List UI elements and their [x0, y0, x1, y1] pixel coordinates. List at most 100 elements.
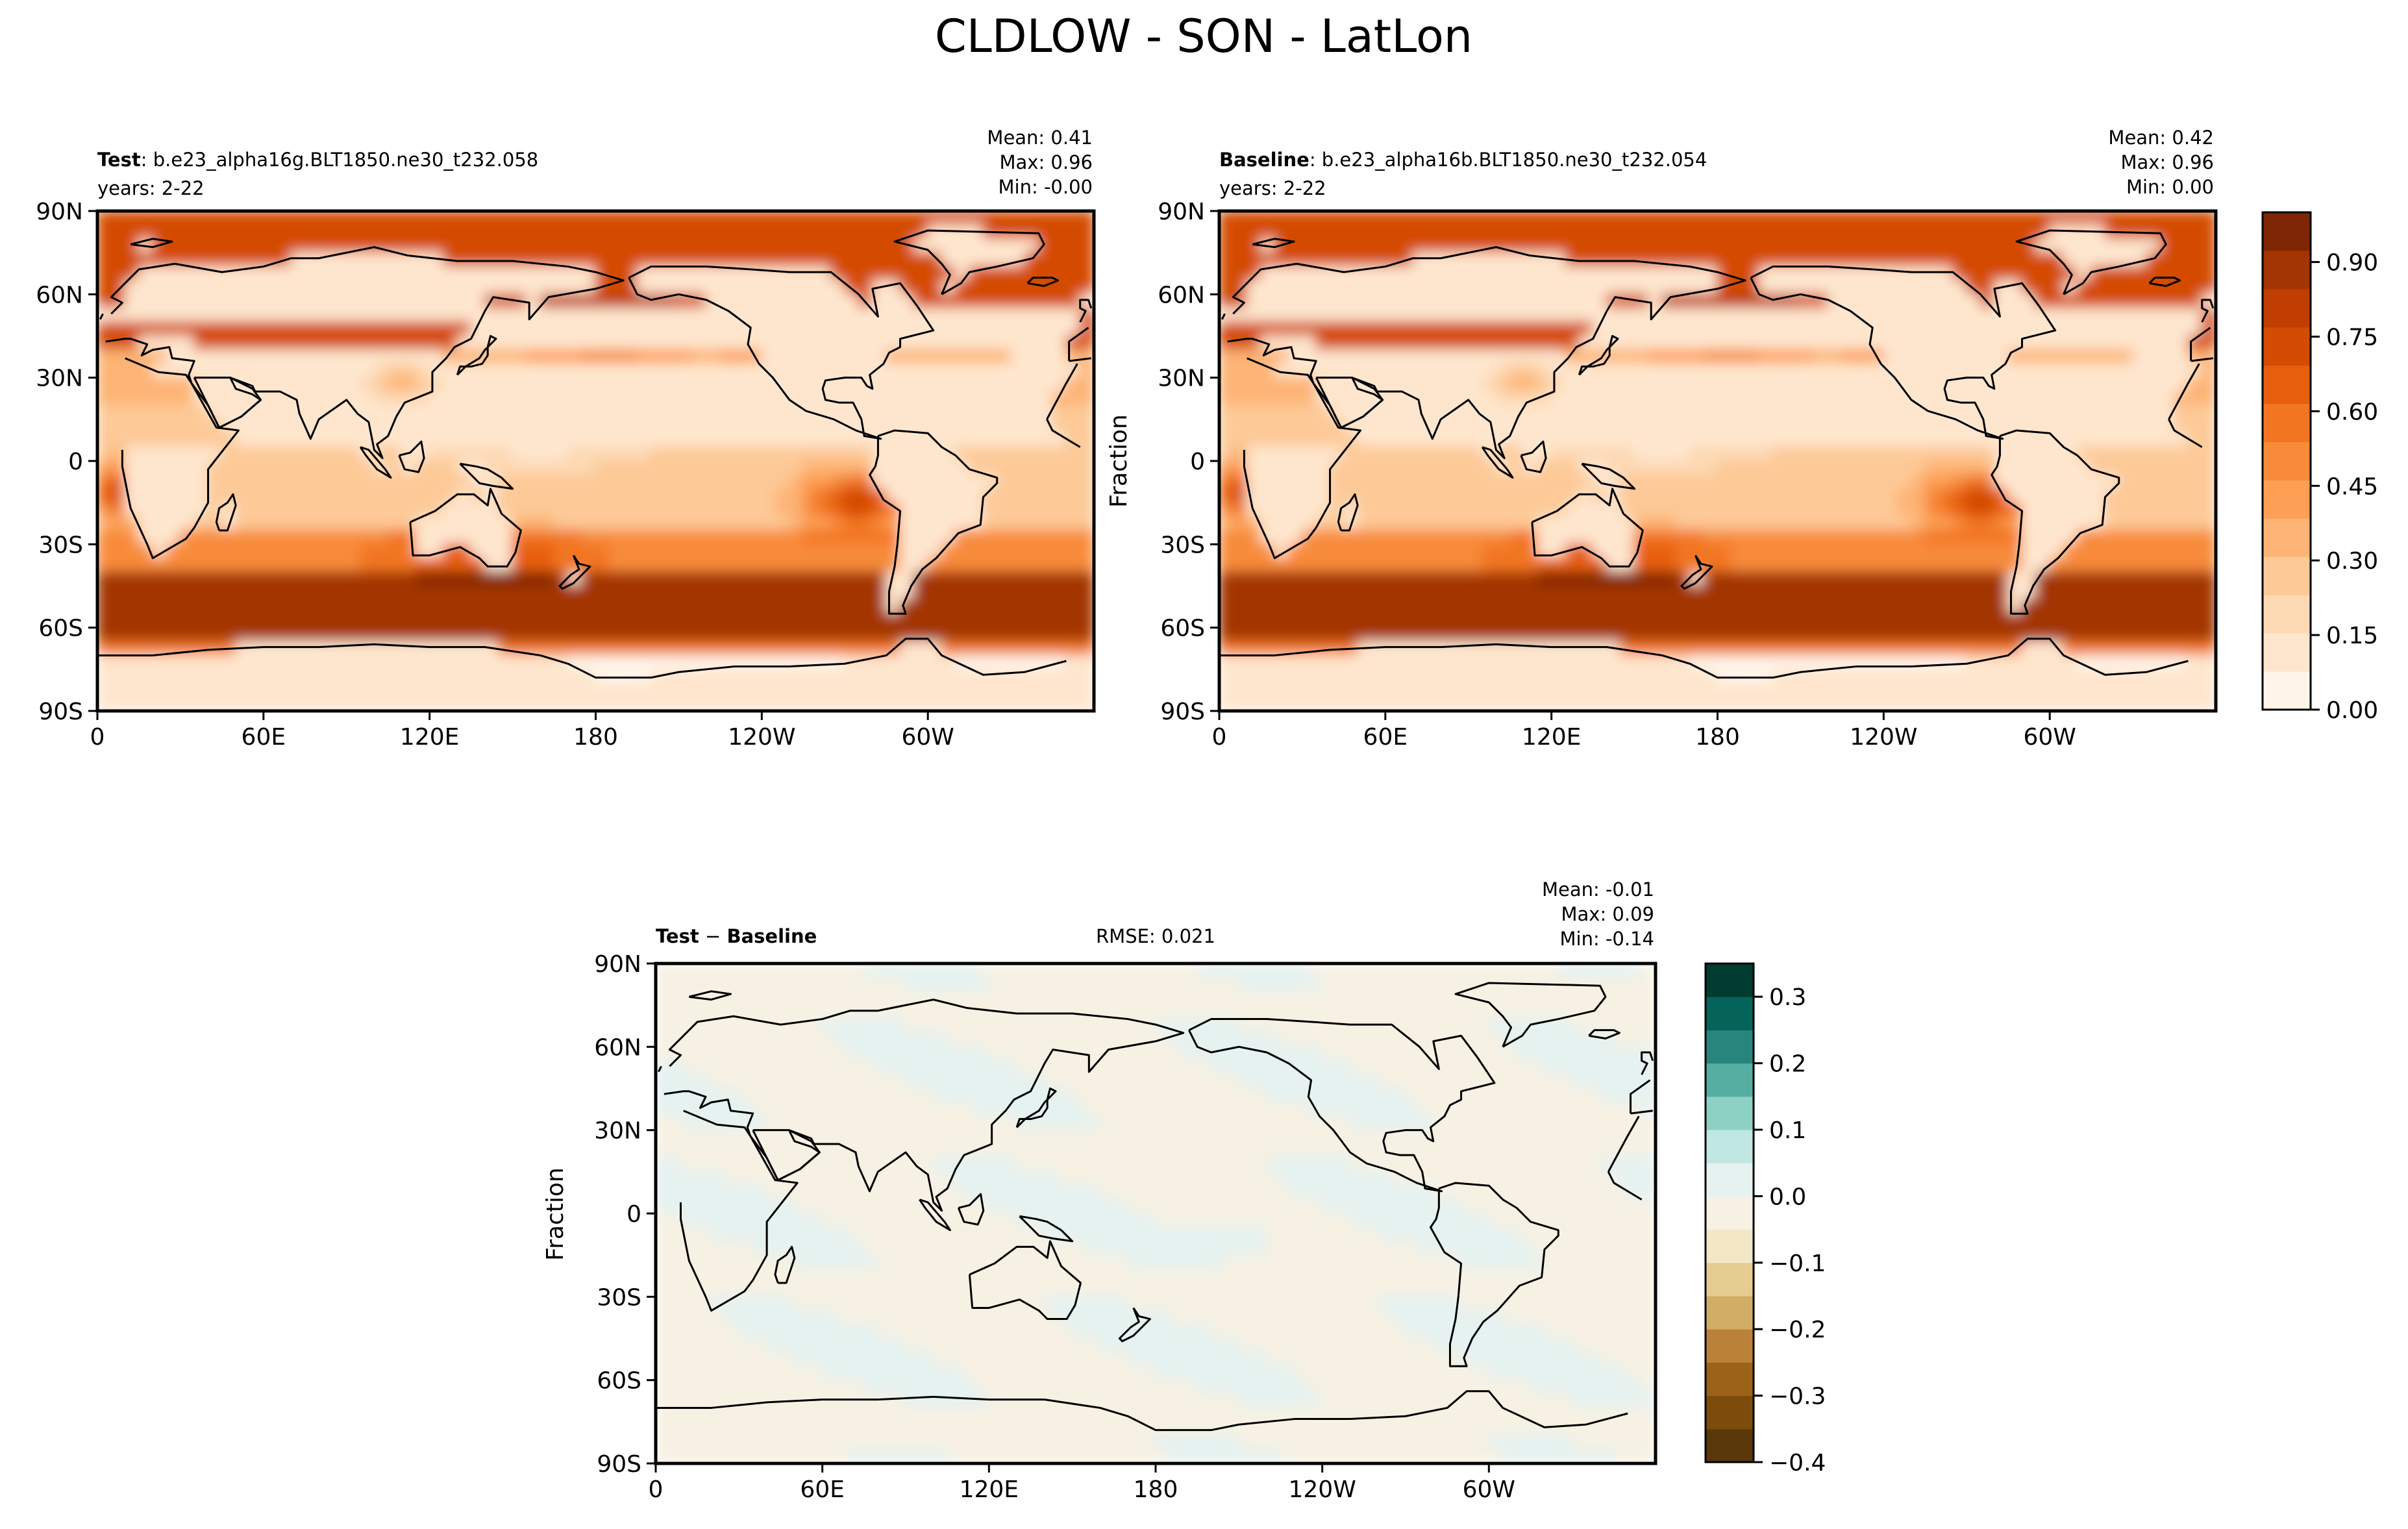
colorbar-swatch: [2263, 288, 2311, 328]
panel-baseline-stat-min: Min: 0.00: [2126, 176, 2214, 198]
panel-diff-stat-max: Max: 0.09: [1561, 903, 1654, 925]
colorbar-swatch: [2263, 671, 2311, 710]
panel-baseline-axes: 0 60E 120E 180 120W 60W 90N 60N 30N 0 30S 60S 90S: [1158, 199, 2076, 751]
panel-test-label-rest: : b.e23_alpha16g.BLT1850.ne30_t232.058: [141, 149, 538, 171]
colorbar-swatch: [2263, 556, 2311, 595]
ytick-label: 30N: [1158, 366, 1205, 392]
ytick-label: 60S: [1160, 615, 1205, 642]
colorbar-swatch: [1706, 1428, 1754, 1463]
colorbar-tick-label: 0.75: [2326, 325, 2378, 351]
colorbar-tick-label: 0.3: [1769, 984, 1806, 1011]
panel-baseline-map: [1219, 211, 2216, 711]
colorbar-tick-label: −0.3: [1769, 1384, 1826, 1410]
panel-test-stat-mean: Mean: 0.41: [987, 127, 1093, 149]
colorbar-swatch: [1706, 1196, 1754, 1230]
panel-test-years: years: 2-22: [97, 177, 205, 199]
ytick-label: 30N: [36, 366, 83, 392]
panel-baseline-ylabel: Fraction: [1106, 414, 1132, 508]
panel-test-stat-min: Min: -0.00: [999, 176, 1093, 198]
panel-diff-label-bold2: Baseline: [726, 925, 817, 947]
colorbar-swatch: [2263, 365, 2311, 404]
colorbar-swatch: [1706, 1063, 1754, 1097]
panel-test-stat-max: Max: 0.96: [999, 151, 1093, 173]
ytick-label: 30S: [1160, 532, 1205, 558]
colorbar-swatch: [2263, 633, 2311, 672]
xtick-label: 0: [90, 724, 105, 751]
colorbar-swatch: [1706, 1362, 1754, 1397]
xtick-label: 120W: [728, 724, 795, 751]
ytick-label: 90N: [594, 951, 641, 978]
panel-difference: Test − Baseline RMSE: 0.021 Mean: -0.01 …: [542, 878, 1657, 1503]
colorbar-tick-label: 0.60: [2326, 399, 2378, 425]
panel-diff-stat-min: Min: -0.14: [1560, 928, 1654, 950]
colorbar-swatch: [1706, 1296, 1754, 1330]
xtick-label: 60E: [800, 1476, 845, 1503]
panel-diff-map: [656, 963, 1656, 1463]
colorbar-swatch: [1706, 997, 1754, 1030]
colorbar-swatch: [1706, 1163, 1754, 1197]
colorbar-tick-label: −0.1: [1769, 1250, 1826, 1277]
ytick-label: 90N: [1158, 199, 1205, 225]
colorbar-swatch: [1706, 1262, 1754, 1297]
panel-test-map: [97, 211, 1094, 711]
colorbar-swatch: [2263, 403, 2311, 443]
ytick-label: 0: [627, 1201, 641, 1228]
xtick-label: 60W: [901, 724, 954, 751]
colorbar-swatch: [1706, 963, 1754, 997]
svg-text:Baseline: b.e23_alpha16b.BLT18: Baseline: b.e23_alpha16b.BLT1850.ne30_t2…: [1219, 149, 1707, 171]
xtick-label: 120E: [960, 1476, 1019, 1503]
colorbar-swatch: [2263, 518, 2311, 557]
panel-diff-stat-mean: Mean: -0.01: [1542, 878, 1654, 901]
ytick-label: 0: [68, 449, 83, 475]
panel-baseline-years: years: 2-22: [1219, 177, 1326, 199]
xtick-label: 120E: [1522, 724, 1581, 751]
ytick-label: 90S: [597, 1451, 641, 1478]
xtick-label: 60W: [1463, 1476, 1515, 1503]
colorbar-swatch: [2263, 595, 2311, 634]
panel-diff-rmse: RMSE: 0.021: [1096, 925, 1215, 947]
colorbar-tick-label: 0.90: [2326, 250, 2378, 277]
panel-diff-ylabel: Fraction: [542, 1167, 569, 1261]
panel-diff-axes: 0 60E 120E 180 120W 60W 90N 60N 30N 0 30S 60S 90S: [594, 951, 1515, 1503]
panel-test-label-bold: Test: [97, 149, 141, 171]
ytick-label: 90S: [1160, 699, 1205, 725]
xtick-label: 120E: [400, 724, 459, 751]
colorbar-tick-label: −0.4: [1769, 1450, 1826, 1476]
colorbar-swatch: [2263, 250, 2311, 290]
colorbar-swatch: [1706, 1395, 1754, 1430]
ytick-label: 90S: [38, 699, 83, 725]
xtick-label: 120W: [1289, 1476, 1356, 1503]
colorbar-swatch: [1706, 1329, 1754, 1363]
ytick-label: 60N: [594, 1034, 641, 1061]
colorbar-swatch: [2263, 327, 2311, 366]
colorbar-swatch: [1706, 1096, 1754, 1130]
xtick-label: 60E: [1363, 724, 1408, 751]
panel-diff-label-bold: Test: [656, 925, 699, 947]
panel-baseline-label-rest: : b.e23_alpha16b.BLT1850.ne30_t232.054: [1310, 149, 1707, 171]
xtick-label: 0: [649, 1476, 664, 1503]
xtick-label: 180: [573, 724, 618, 751]
xtick-label: 60E: [242, 724, 286, 751]
xtick-label: 180: [1134, 1476, 1178, 1503]
ytick-label: 30S: [38, 532, 83, 558]
ytick-label: 60S: [38, 615, 83, 642]
colorbar-tick-label: 0.45: [2326, 473, 2378, 500]
colorbar-tick-label: 0.00: [2326, 697, 2378, 724]
colorbar-tick-label: 0.30: [2326, 548, 2378, 575]
svg-text:Test: b.e23_alpha16g.BLT1850.n: Test: b.e23_alpha16g.BLT1850.ne30_t232.0…: [97, 149, 538, 171]
colorbar-tick-label: 0.2: [1769, 1051, 1806, 1078]
xtick-label: 180: [1695, 724, 1740, 751]
colorbar-tick-label: 0.1: [1769, 1117, 1806, 1144]
ytick-label: 30S: [597, 1284, 641, 1311]
colorbar-difference: 0.3 0.2 0.1 0.0 −0.1 −0.2 −0.3 −0.4: [1704, 962, 1826, 1476]
ytick-label: 0: [1190, 449, 1205, 475]
colorbar-fraction: 0.00 0.15 0.30 0.45 0.60 0.75 0.90: [2261, 211, 2378, 724]
panel-baseline: Baseline: b.e23_alpha16b.BLT1850.ne30_t2…: [1106, 127, 2218, 751]
ytick-label: 30N: [594, 1118, 641, 1145]
xtick-label: 120W: [1850, 724, 1917, 751]
panel-diff-label-minus: −: [699, 925, 727, 947]
colorbar-swatch: [1706, 1030, 1754, 1064]
ytick-label: 60S: [597, 1368, 641, 1395]
panel-test-axes: 0 60E 120E 180 120W 60W 90N 60N 30N 0 30S 60S 90S: [36, 199, 954, 751]
